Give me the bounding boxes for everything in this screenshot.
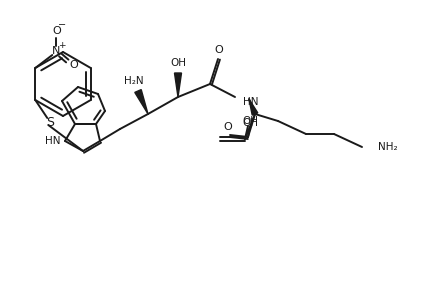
Polygon shape [249,99,258,115]
Text: O: O [52,26,61,36]
Text: O: O [224,122,232,132]
Text: O: O [215,45,224,55]
Text: OH: OH [170,58,186,68]
Text: NH₂: NH₂ [378,142,398,152]
Text: S: S [46,116,54,129]
Text: OH: OH [242,116,258,126]
Text: OH: OH [242,118,258,128]
Polygon shape [174,73,181,97]
Text: −: − [58,20,66,30]
Text: HN: HN [243,97,259,107]
Text: H₂N: H₂N [124,76,144,86]
Text: O: O [69,60,78,70]
Text: +: + [59,40,66,49]
Text: HN: HN [45,136,61,146]
Text: N: N [52,46,60,56]
Polygon shape [135,90,148,114]
